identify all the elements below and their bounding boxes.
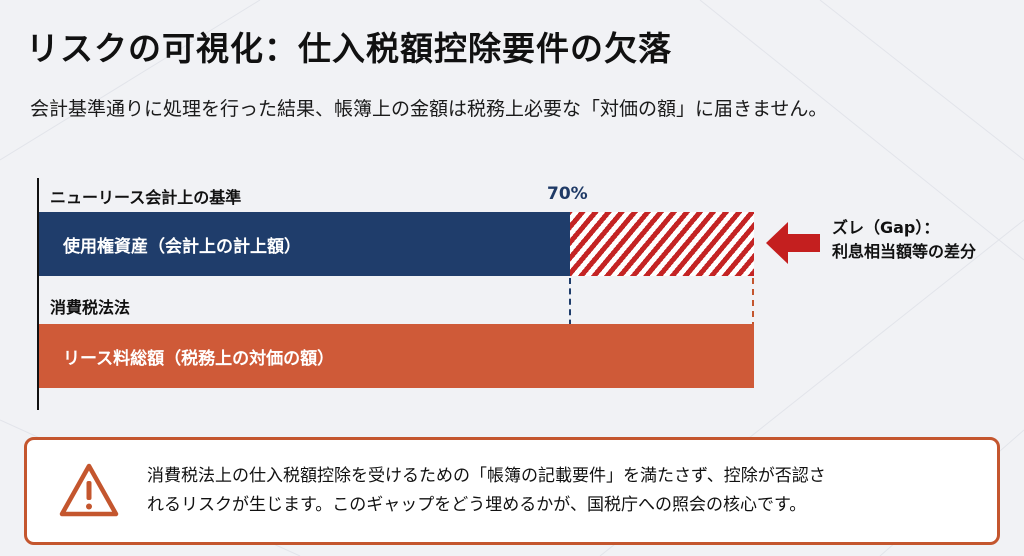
- tax-boundary-dashed-line: [752, 278, 754, 328]
- left-arrow-icon: [766, 222, 820, 264]
- tax-amount-bar: リース料総額（税務上の対価の額）: [39, 324, 754, 388]
- accounting-standard-label: ニューリース会計上の基準: [50, 188, 242, 207]
- alert-message-line-2: れるリスクが生じます。このギャップをどう埋めるかが、国税庁への照会の核心です。: [147, 495, 807, 515]
- gap-title: ズレ（Gap）：: [832, 218, 940, 237]
- accounting-amount-bar-label: 使用権資産（会計上の計上額）: [63, 236, 301, 257]
- gap-hatched-area: [570, 212, 754, 276]
- warning-triangle-icon: [59, 463, 119, 517]
- tax-law-label: 消費税法法: [50, 298, 131, 317]
- accounting-amount-bar: 使用権資産（会計上の計上額）: [39, 212, 570, 276]
- page-subtitle: 会計基準通りに処理を行った結果、帳簿上の金額は税務上必要な「対価の額」に届きませ…: [30, 98, 828, 120]
- gap-label: ズレ（Gap）： 利息相当額等の差分: [832, 216, 976, 264]
- percent-label: 70%: [547, 184, 588, 204]
- gap-description: 利息相当額等の差分: [832, 242, 977, 261]
- tax-amount-bar-label: リース料総額（税務上の対価の額）: [63, 348, 335, 369]
- risk-alert-box: 消費税法上の仕入税額控除を受けるための「帳簿の記載要件」を満たさず、控除が否認さ…: [24, 437, 1000, 545]
- chart-axis-line: [37, 178, 39, 410]
- alert-message-line-1: 消費税法上の仕入税額控除を受けるための「帳簿の記載要件」を満たさず、控除が否認さ: [147, 466, 826, 486]
- page-title: リスクの可視化：仕入税額控除要件の欠落: [26, 29, 672, 68]
- alert-message: 消費税法上の仕入税額控除を受けるための「帳簿の記載要件」を満たさず、控除が否認さ…: [147, 462, 977, 520]
